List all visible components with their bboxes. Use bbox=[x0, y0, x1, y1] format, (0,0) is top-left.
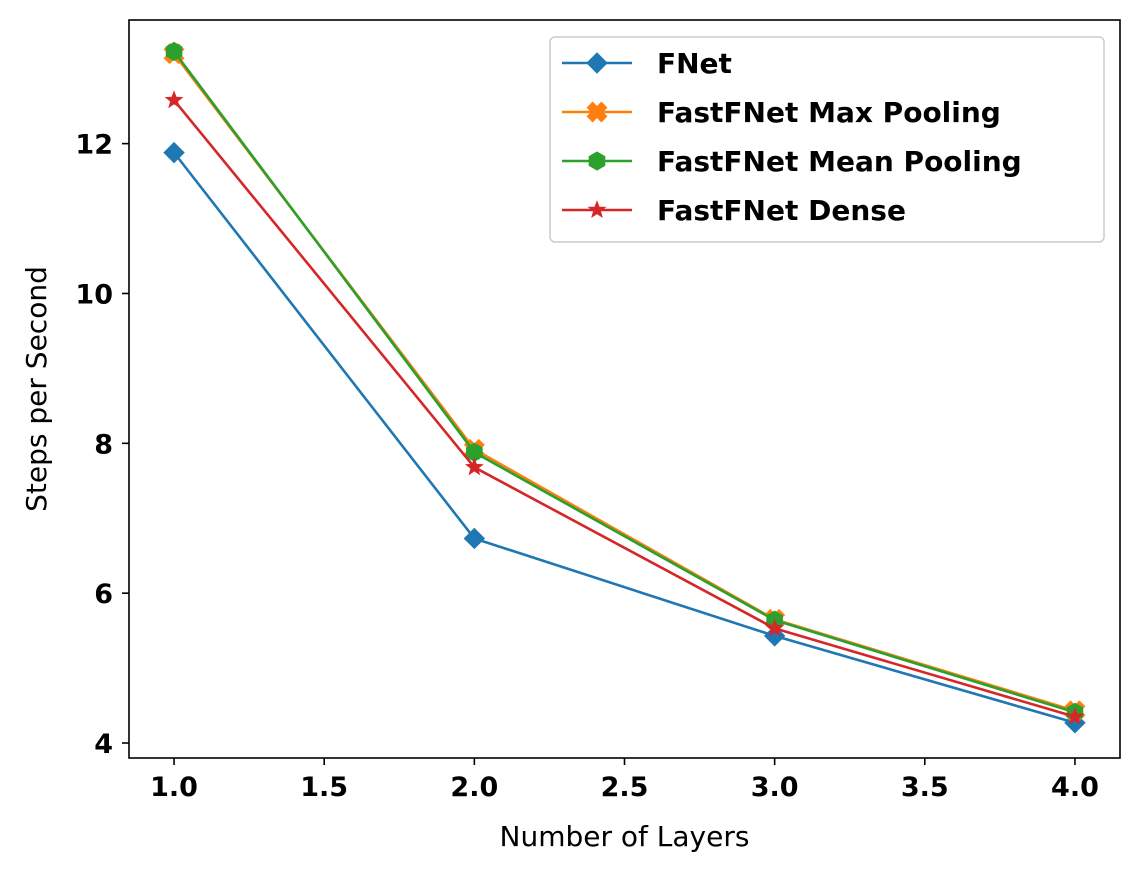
y-tick-label: 4 bbox=[94, 729, 113, 760]
data-point-fastfnet-dense bbox=[1065, 706, 1085, 725]
legend-box bbox=[549, 36, 1105, 243]
legend-marker bbox=[586, 52, 608, 74]
legend-label: FastFNet Max Pooling bbox=[657, 96, 1001, 129]
x-tick-label: 2.0 bbox=[450, 772, 498, 803]
y-axis: 4 6 8 10 12 bbox=[75, 130, 129, 760]
series-fnet bbox=[163, 141, 1086, 734]
legend-marker bbox=[587, 200, 607, 219]
y-tick-label: 12 bbox=[75, 130, 113, 161]
y-tick-label: 10 bbox=[75, 279, 113, 310]
x-tick-label: 2.5 bbox=[601, 772, 649, 803]
legend-entry-fastfnet-mean-pooling: FastFNet Mean Pooling bbox=[562, 145, 1022, 178]
y-axis-label: Steps per Second bbox=[20, 266, 53, 512]
y-tick-label: 6 bbox=[94, 579, 113, 610]
data-point-fastfnet-dense bbox=[164, 90, 184, 109]
x-axis: 1.0 1.5 2.0 2.5 3.0 3.5 4.0 bbox=[150, 758, 1099, 803]
data-point-fnet bbox=[163, 141, 185, 164]
legend-marker bbox=[588, 151, 606, 171]
legend-label: FastFNet Dense bbox=[657, 194, 906, 227]
data-point-fastfnet-mean-pooling bbox=[165, 41, 183, 62]
x-axis-label: Number of Layers bbox=[500, 820, 750, 853]
legend-entry-fastfnet-dense: FastFNet Dense bbox=[562, 194, 906, 227]
x-tick-label: 1.5 bbox=[300, 772, 348, 803]
data-point-fnet bbox=[463, 527, 486, 550]
legend-entry-fnet: FNet bbox=[562, 47, 732, 80]
x-tick-label: 1.0 bbox=[150, 772, 198, 803]
y-tick-label: 8 bbox=[94, 429, 113, 460]
x-tick-label: 3.0 bbox=[751, 772, 799, 803]
series-layer bbox=[163, 41, 1086, 734]
legend: FNet FastFNet Max Pooling FastFNet Mean Po… bbox=[549, 36, 1105, 243]
x-tick-label: 4.0 bbox=[1051, 772, 1099, 803]
legend-marker bbox=[586, 101, 608, 123]
legend-entry-fastfnet-max-pooling: FastFNet Max Pooling bbox=[562, 96, 1001, 129]
series-line-fnet bbox=[173, 151, 1076, 725]
series-fastfnet-dense bbox=[164, 90, 1085, 725]
series-line-fastfnet-mean-pooling bbox=[173, 50, 1076, 714]
data-point-fastfnet-dense bbox=[464, 457, 484, 476]
legend-label: FastFNet Mean Pooling bbox=[657, 145, 1022, 178]
x-tick-label: 3.5 bbox=[901, 772, 949, 803]
legend-label: FNet bbox=[657, 47, 732, 80]
series-line-fastfnet-dense bbox=[173, 99, 1076, 719]
data-point-fastfnet-dense bbox=[765, 618, 785, 637]
